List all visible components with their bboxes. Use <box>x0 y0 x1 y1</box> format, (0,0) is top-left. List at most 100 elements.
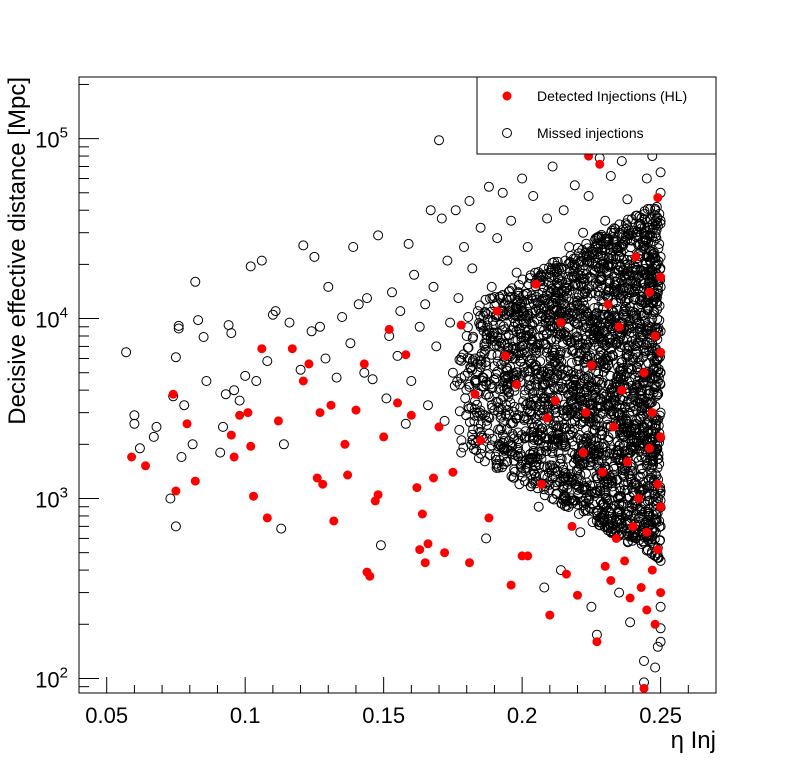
missed-point <box>493 439 504 450</box>
detected-point <box>470 389 480 399</box>
missed-point <box>634 535 645 545</box>
missed-point <box>565 396 576 407</box>
missed-point <box>403 238 414 249</box>
missed-point <box>592 383 603 394</box>
missed-point <box>578 506 589 517</box>
missed-point <box>612 445 623 455</box>
missed-point <box>491 454 502 465</box>
detected-point <box>617 385 627 395</box>
x-tick-label: 0.05 <box>85 703 128 728</box>
missed-point <box>373 230 384 241</box>
missed-point <box>619 480 629 491</box>
missed-point <box>650 382 661 393</box>
missed-point <box>520 426 531 437</box>
missed-point <box>639 241 650 252</box>
missed-point <box>601 492 611 503</box>
missed-point <box>464 381 475 392</box>
missed-point <box>521 458 532 469</box>
missed-point <box>644 255 655 266</box>
detected-point <box>434 422 444 432</box>
missed-point <box>650 371 661 382</box>
missed-point <box>558 480 569 491</box>
detected-point <box>656 272 666 282</box>
missed-point <box>395 306 406 317</box>
missed-point <box>590 376 601 386</box>
missed-point <box>491 396 502 407</box>
missed-point <box>479 456 490 467</box>
detected-point <box>586 360 596 370</box>
missed-point <box>559 405 570 416</box>
missed-point <box>647 232 658 242</box>
missed-point <box>600 215 611 226</box>
missed-point <box>470 374 481 385</box>
missed-point <box>543 316 554 327</box>
detected-point <box>573 590 582 600</box>
missed-point <box>638 237 649 248</box>
missed-point <box>580 347 591 358</box>
missed-point <box>586 272 597 283</box>
missed-point <box>590 390 601 400</box>
missed-point <box>616 517 627 528</box>
missed-point <box>562 332 573 343</box>
missed-point <box>653 280 664 291</box>
missed-point <box>578 227 589 238</box>
missed-point <box>639 656 649 666</box>
missed-point <box>576 496 587 507</box>
detected-point <box>340 439 350 449</box>
missed-point <box>615 485 626 496</box>
x-tick-label: 0.25 <box>639 703 682 728</box>
missed-point <box>614 504 624 515</box>
missed-point <box>170 521 181 532</box>
missed-point <box>586 288 597 299</box>
missed-point <box>629 390 640 401</box>
detected-point <box>226 430 236 440</box>
missed-point <box>565 379 575 390</box>
missed-point <box>563 322 574 333</box>
detected-point <box>304 359 314 369</box>
missed-point <box>533 374 544 385</box>
detected-point <box>406 410 416 420</box>
missed-point <box>625 306 636 317</box>
missed-point <box>632 352 643 363</box>
missed-point <box>655 251 666 262</box>
missed-point <box>477 409 488 420</box>
detected-point <box>628 521 638 531</box>
missed-point <box>536 431 547 441</box>
missed-point <box>524 356 535 367</box>
missed-point <box>649 534 660 545</box>
missed-point <box>614 587 625 598</box>
detected-point <box>343 470 353 480</box>
missed-point <box>613 336 624 347</box>
missed-point <box>596 275 607 286</box>
missed-point <box>616 156 627 167</box>
missed-point <box>148 431 159 442</box>
missed-point <box>519 347 530 358</box>
missed-point <box>348 242 359 252</box>
detected-point <box>647 565 657 575</box>
missed-point <box>458 349 469 360</box>
missed-point <box>654 239 665 249</box>
missed-point <box>592 318 603 328</box>
missed-point <box>500 299 511 310</box>
missed-point <box>530 345 541 356</box>
missed-point <box>557 369 568 380</box>
missed-point <box>267 309 278 320</box>
missed-point <box>567 395 577 406</box>
detected-point <box>561 569 571 579</box>
y-tick-label: 104 <box>35 305 68 333</box>
missed-point <box>309 251 320 262</box>
missed-point <box>629 477 640 488</box>
missed-point <box>453 293 464 304</box>
missed-point <box>653 389 664 400</box>
missed-point <box>558 205 569 216</box>
missed-point <box>581 322 592 333</box>
missed-point <box>618 424 629 435</box>
missed-point <box>644 251 654 262</box>
missed-point <box>637 385 647 396</box>
missed-point <box>583 283 594 294</box>
missed-point <box>650 228 661 239</box>
missed-point <box>623 320 634 330</box>
missed-series-group <box>121 135 666 693</box>
missed-point <box>625 235 636 246</box>
